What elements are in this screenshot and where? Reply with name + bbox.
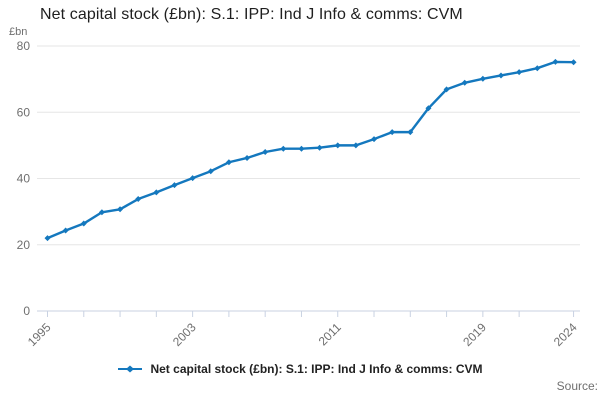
y-axis-unit-label: £bn [9, 26, 28, 38]
y-tick-label: 40 [17, 172, 31, 186]
x-tick-label: 2003 [170, 320, 199, 349]
chart-title: Net capital stock (£bn): S.1: IPP: Ind J… [40, 6, 463, 23]
legend-label: Net capital stock (£bn): S.1: IPP: Ind J… [150, 362, 483, 376]
data-point-marker [334, 142, 341, 149]
data-point-marker [425, 105, 432, 112]
source-note: Source: [556, 379, 598, 393]
data-point-marker [498, 72, 504, 79]
data-point-marker [262, 149, 269, 155]
data-point-marker [352, 142, 359, 149]
data-point-marker [534, 65, 541, 72]
legend: Net capital stock (£bn): S.1: IPP: Ind J… [0, 362, 600, 376]
data-point-marker [443, 86, 450, 93]
legend-marker-icon [118, 365, 143, 373]
data-point-marker [225, 159, 232, 166]
y-tick-label: 20 [17, 238, 31, 252]
data-point-marker [389, 129, 396, 136]
data-point-marker [570, 59, 577, 66]
data-point-marker [207, 168, 214, 175]
data-point-marker [135, 196, 142, 203]
data-point-marker [298, 145, 305, 152]
data-point-marker [153, 189, 160, 196]
data-point-marker [407, 129, 414, 136]
x-tick-label: 2024 [551, 320, 580, 349]
x-tick-label: 1995 [25, 320, 54, 349]
y-tick-label: 0 [23, 304, 30, 318]
x-tick-label: 2011 [316, 320, 344, 348]
data-point-marker [171, 182, 178, 189]
data-point-marker [479, 75, 486, 82]
y-tick-label: 60 [17, 105, 31, 119]
line-chart: 0 20 40 60 80 1995 2003 2011 2019 2024 [17, 39, 580, 349]
x-tick-label: 2019 [460, 320, 489, 349]
data-point-marker [44, 235, 51, 242]
data-point-marker [244, 154, 251, 161]
data-point-marker [461, 79, 468, 86]
data-series-line [46, 60, 575, 240]
data-point-marker [516, 69, 523, 76]
data-point-marker [98, 209, 105, 216]
data-point-marker [552, 58, 559, 65]
data-point-marker [117, 206, 124, 213]
data-point-marker [316, 144, 323, 151]
data-point-marker [371, 136, 378, 143]
data-point-marker [280, 145, 287, 152]
data-point-marker [189, 175, 196, 182]
y-tick-label: 80 [17, 39, 31, 53]
data-point-marker [80, 220, 87, 227]
data-point-marker [62, 227, 69, 234]
